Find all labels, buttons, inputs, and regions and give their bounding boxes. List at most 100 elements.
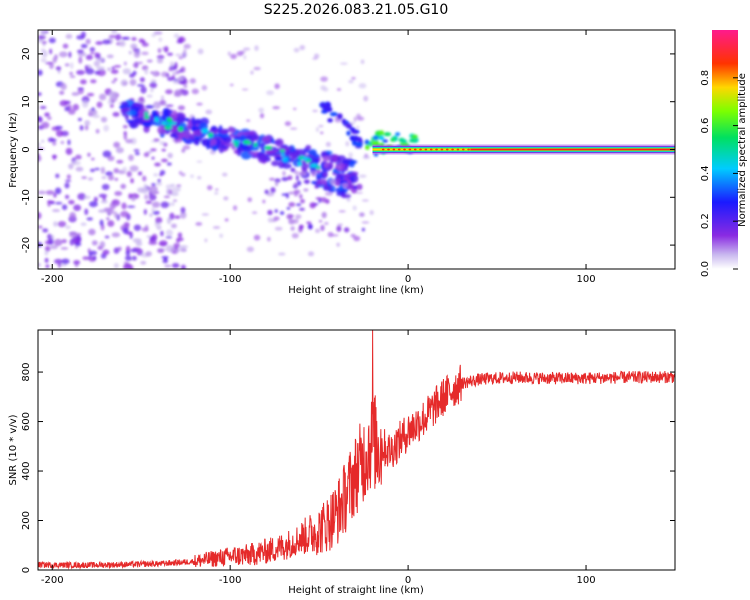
noise-blob	[122, 166, 128, 172]
noise-blob	[99, 219, 104, 226]
noise-blob	[114, 177, 119, 181]
noise-blob	[142, 175, 147, 182]
ridge-blob	[124, 114, 129, 121]
noise-blob	[128, 154, 134, 162]
noise-blob	[325, 141, 331, 147]
y-tick-label: 10	[21, 95, 32, 108]
ridge-blob	[218, 141, 229, 146]
noise-blob	[103, 207, 112, 212]
noise-blob	[74, 242, 82, 247]
noise-blob	[102, 39, 111, 45]
noise-blob	[346, 197, 351, 202]
ridge-blob	[291, 150, 298, 159]
noise-blob	[267, 217, 274, 223]
spectrogram-y-ticks: -20 -10 0 10 20	[21, 48, 675, 253]
noise-blob	[133, 224, 142, 231]
noise-blob	[153, 31, 163, 35]
noise-blob	[76, 49, 84, 54]
ridge-peak	[154, 117, 159, 122]
branch-blob	[325, 106, 333, 112]
noise-blob	[176, 186, 181, 192]
noise-blob	[91, 157, 95, 161]
noise-blob	[127, 205, 136, 209]
noise-blob	[149, 81, 158, 89]
noise-blob	[362, 155, 371, 160]
y-tick-label: 0	[21, 146, 32, 152]
noise-blob	[145, 251, 152, 257]
y-tick-label: 600	[21, 412, 32, 431]
x-tick-label: 100	[576, 575, 595, 586]
spectrogram-heatmap	[38, 30, 675, 269]
noise-blob	[292, 107, 297, 110]
noise-blob	[137, 171, 143, 176]
noise-blob	[45, 61, 53, 65]
noise-blob	[170, 61, 174, 67]
noise-blob	[136, 248, 144, 256]
noise-blob	[90, 109, 98, 117]
transition-blob	[390, 137, 396, 142]
ridge-blob	[183, 129, 191, 139]
ridge-blob	[248, 151, 255, 155]
colorbar-tick-label: 0.2	[700, 213, 711, 229]
noise-blob	[163, 257, 168, 261]
branch-blob	[337, 113, 343, 120]
ridge-blob	[251, 134, 260, 140]
ridge-blob	[323, 163, 330, 168]
noise-blob	[361, 221, 370, 224]
ridge-blob	[350, 171, 359, 176]
spray-blob	[288, 202, 296, 207]
line-dot	[381, 148, 385, 151]
noise-blob	[295, 214, 302, 220]
noise-blob	[40, 58, 47, 63]
snr-x-ticks: -200 -100 0 100	[41, 330, 596, 586]
ridge-blob	[120, 101, 129, 106]
noise-blob	[84, 124, 89, 131]
spray-blob	[347, 186, 353, 190]
noise-blob	[96, 101, 103, 108]
noise-blob	[107, 98, 112, 105]
noise-blob	[359, 174, 367, 178]
noise-blob	[293, 170, 299, 175]
noise-blob	[153, 138, 160, 142]
noise-blob	[167, 76, 175, 81]
line-dot	[456, 148, 460, 151]
noise-blob	[89, 201, 98, 208]
noise-blob	[160, 158, 168, 163]
line-dot	[445, 148, 449, 151]
ridge-blob	[121, 107, 131, 112]
noise-blob	[180, 206, 186, 214]
noise-blob	[106, 217, 110, 220]
coherent-line	[372, 144, 675, 155]
noise-blob	[113, 78, 118, 81]
ridge-blob	[322, 155, 332, 162]
noise-blob	[84, 120, 91, 126]
noise-blob	[77, 193, 86, 201]
spray-blob	[300, 199, 305, 204]
noise-blob	[312, 57, 318, 60]
noise-blob	[66, 174, 71, 180]
ridge-blob	[341, 194, 352, 199]
noise-blob	[201, 84, 208, 91]
ridge-blob	[271, 160, 280, 167]
noise-blob	[59, 100, 68, 107]
noise-blob	[53, 221, 58, 227]
noise-blob	[176, 76, 185, 82]
noise-blob	[151, 183, 157, 186]
noise-blob	[133, 50, 141, 58]
ridge-blob	[303, 179, 310, 184]
noise-blob	[146, 59, 153, 63]
noise-blob	[76, 69, 85, 75]
colorbar-label: Normalized spectral amplitude	[737, 73, 748, 227]
ridge-blob	[333, 178, 343, 186]
noise-blob	[175, 53, 181, 57]
noise-blob	[55, 201, 63, 205]
noise-blob	[190, 174, 194, 178]
spray-blob	[327, 187, 331, 191]
ridge-blob	[210, 138, 217, 146]
noise-blob	[291, 232, 299, 239]
noise-blob	[180, 264, 186, 269]
noise-blob	[38, 212, 42, 220]
spray-blob	[296, 203, 302, 207]
ridge-blob	[243, 131, 255, 135]
ridge-blob	[226, 138, 232, 143]
